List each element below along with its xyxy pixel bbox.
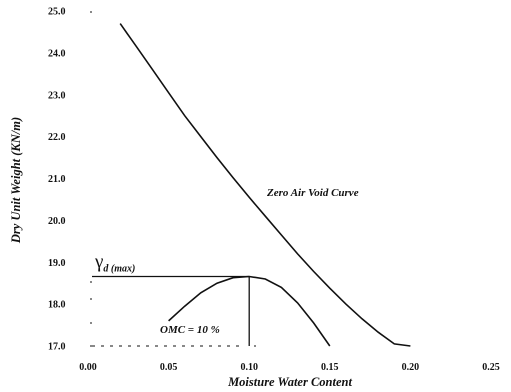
x-tick-labels: 0.00 0.05 0.10 0.15 0.20 0.25: [79, 362, 500, 373]
axis-dots: [90, 11, 256, 347]
y-tick-label-6: 23.0: [48, 90, 66, 101]
x-tick-label-0: 0.00: [79, 362, 97, 373]
axis-dot-2: [90, 298, 92, 300]
y-tick-label-3: 20.0: [48, 216, 66, 227]
zero-air-void-curve: [119, 23, 411, 347]
gamma-dmax-label: γd (max): [94, 251, 135, 274]
y-tick-label-5: 22.0: [48, 132, 66, 143]
gamma-subscript: d (max): [103, 263, 135, 274]
x-tick-label-4: 0.20: [402, 362, 420, 373]
y-tick-label-2: 19.0: [48, 258, 66, 269]
axis-dot-4: [90, 345, 92, 347]
x-tick-label-1: 0.05: [160, 362, 178, 373]
x-axis-label: Moisture Water Content: [227, 375, 352, 389]
x-tick-label-2: 0.10: [240, 362, 258, 373]
gamma-symbol: γ: [94, 251, 103, 272]
x-tick-label-5: 0.25: [482, 362, 500, 373]
y-tick-label-4: 21.0: [48, 174, 66, 185]
axis-dot-1: [90, 281, 92, 283]
axis-dot-5: [254, 345, 256, 347]
y-axis-label: Dry Unit Weight (KN/m): [9, 117, 23, 244]
zero-air-void-label: Zero Air Void Curve: [266, 187, 359, 199]
x-tick-label-3: 0.15: [321, 362, 339, 373]
y-tick-label-1: 18.0: [48, 300, 66, 311]
axis-dot-3: [90, 322, 92, 324]
omc-label: OMC = 10 %: [160, 324, 220, 336]
axis-dot-0: [90, 11, 92, 13]
y-tick-label-0: 17.0: [48, 342, 66, 353]
y-tick-label-7: 24.0: [48, 48, 66, 59]
y-tick-label-8: 25.0: [48, 7, 66, 18]
y-tick-labels: 17.0 18.0 19.0 20.0 21.0 22.0 23.0 24.0 25.0: [48, 7, 66, 353]
